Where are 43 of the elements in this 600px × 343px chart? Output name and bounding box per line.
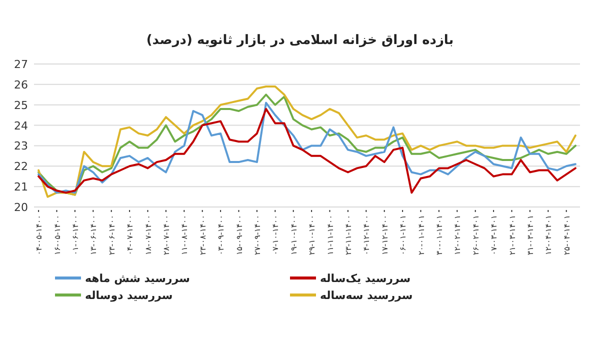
x-tick-label: ۱۲-۰۲-۱۴۰۱ xyxy=(453,215,462,256)
x-tick-label: ۲۷-۰۹-۱۴۰۰ xyxy=(252,215,262,256)
x-tick-label: ۰۴-۰۷-۱۴۰۰ xyxy=(126,215,135,256)
x-tick-label: ۰۴-۱۲-۱۴۰۰ xyxy=(362,215,372,256)
x-tick-label: ۲۰-۰۱-۱۴۰۱ xyxy=(416,215,426,256)
x-tick-label: ۱۲-۰۴-۱۴۰۱ xyxy=(544,215,554,256)
x-tick-label: ۰۷-۱۰-۱۴۰۰ xyxy=(271,215,280,256)
x-tick-label: ۰۷-۰۳-۱۴۰۱ xyxy=(490,215,499,256)
x-tick-label: ۳۱-۰۳-۱۴۰۱ xyxy=(526,215,535,256)
x-tick-label: ۲۱-۰۳-۱۴۰۱ xyxy=(508,215,517,256)
x-tick-label: ۰۱-۰۶-۱۴۰۰ xyxy=(70,215,80,256)
y-tick-label: 23 xyxy=(14,140,28,153)
y-tick-label: 27 xyxy=(14,58,28,71)
x-tick-label: ۱۷-۱۲-۱۴۰۰ xyxy=(380,215,390,256)
x-tick-label: ۲۳-۰۸-۱۴۰۰ xyxy=(198,215,208,256)
y-tick-label: 24 xyxy=(14,119,28,132)
x-tick-label: ۱۱-۱۱-۱۴۰۰ xyxy=(326,215,335,256)
legend-label: سررسید یک‌ساله xyxy=(320,272,411,285)
x-tick-label: ۱۳-۰۶-۱۴۰۰ xyxy=(89,215,98,256)
x-tick-label: ۰۶-۰۱-۱۴۰۱ xyxy=(398,215,408,256)
legend-label: سررسید دوساله xyxy=(85,289,173,302)
legend-label: سررسید شش ماهه xyxy=(85,272,190,285)
x-tick-label: ۲۹-۱۰-۱۴۰۰ xyxy=(308,215,317,256)
x-tick-label: ۱۶-۰۵-۱۴۰۰ xyxy=(52,215,62,256)
x-tick-label: ۲۵-۰۴-۱۴۰۱ xyxy=(562,215,572,256)
x-tick-label: ۱۵-۰۹-۱۴۰۰ xyxy=(234,215,244,256)
x-tick-label: ۲۶-۰۲-۱۴۰۱ xyxy=(471,215,480,256)
y-tick-label: 25 xyxy=(14,98,28,112)
x-tick-label: ۲۳-۰۶-۱۴۰۰ xyxy=(107,215,116,256)
legend-label: سررسید سه‌ساله xyxy=(320,289,413,302)
y-tick-label: 26 xyxy=(14,78,28,92)
x-tick-label: ۳۰-۰۱-۱۴۰۱ xyxy=(434,215,444,256)
x-tick-label: ۲۳-۱۱-۱۴۰۰ xyxy=(344,215,353,256)
x-tick-label: ۱۹-۱۰-۱۴۰۰ xyxy=(289,215,298,256)
x-tick-label: ۰۴-۰۵-۱۴۰۰ xyxy=(34,215,44,256)
y-tick-label: 20 xyxy=(14,201,28,214)
x-tick-label: ۰۳-۰۹-۱۴۰۰ xyxy=(216,215,226,256)
y-tick-label: 21 xyxy=(14,180,28,194)
y-tick-label: 22 xyxy=(14,160,28,174)
x-tick-label: ۱۱-۰۸-۱۴۰۰ xyxy=(180,215,190,256)
x-tick-label: ۱۸-۰۷-۱۴۰۰ xyxy=(144,215,153,256)
x-tick-label: ۲۸-۰۷-۱۴۰۰ xyxy=(162,215,171,256)
chart-title: بازده اوراق خزانه اسلامی در بازار ثانویه (درصد) xyxy=(146,33,454,48)
